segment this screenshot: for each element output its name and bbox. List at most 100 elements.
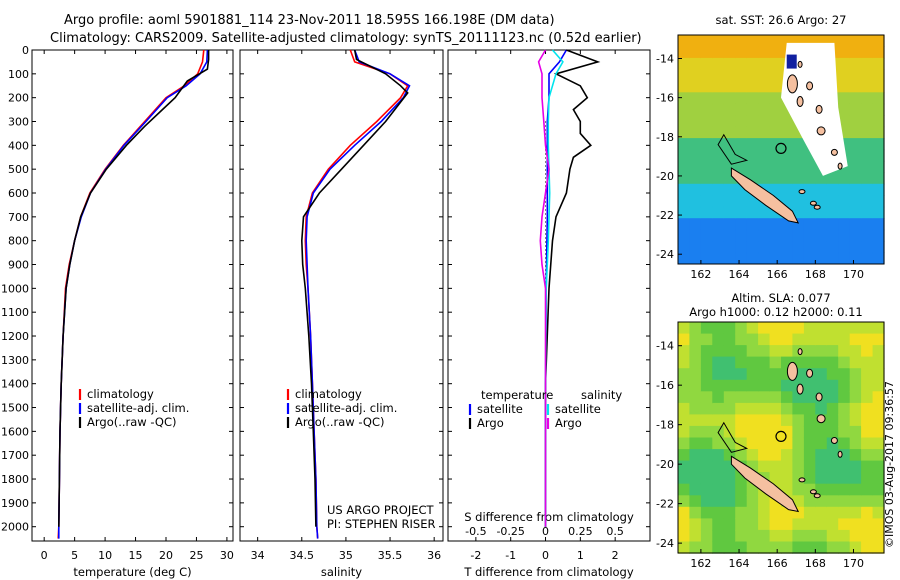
map-cell <box>861 115 874 128</box>
map-x-tick-label: 164 <box>729 557 750 570</box>
map-cell <box>826 195 839 208</box>
land-island <box>797 60 803 68</box>
map-cell <box>872 229 885 242</box>
map-cell <box>735 92 748 105</box>
map-cell <box>781 160 793 173</box>
map-cell <box>689 172 702 185</box>
map-cell <box>826 529 839 543</box>
map-cell <box>781 402 793 416</box>
map-cell <box>689 368 702 381</box>
y-tick-label: 1900 <box>1 497 29 510</box>
map-cell <box>838 402 851 416</box>
map-cell <box>769 402 782 416</box>
map-cell <box>700 345 713 358</box>
map-cell <box>849 35 862 47</box>
map-cell <box>815 529 828 543</box>
map-cell <box>872 391 885 404</box>
map-cell <box>838 92 851 105</box>
x-tick-label: 0 <box>41 549 48 562</box>
map-cell <box>735 241 748 254</box>
map-cell <box>849 460 862 473</box>
y-tick-label: 1700 <box>1 449 29 462</box>
map-cell <box>872 356 885 369</box>
series-satellite-adj-clim- <box>305 49 411 539</box>
map-cell <box>689 425 702 439</box>
map-cell <box>723 92 736 105</box>
map-cell <box>815 241 828 254</box>
land-island <box>798 477 806 483</box>
map-cell <box>758 495 771 508</box>
map-cell <box>849 80 862 93</box>
map-cell <box>700 506 713 519</box>
map-cell <box>689 160 702 173</box>
map-cell <box>872 241 885 254</box>
map-cell <box>700 92 713 105</box>
map-cell <box>712 437 725 450</box>
legend-label: satellite-adj. clim. <box>87 401 189 415</box>
map-cell <box>723 126 736 139</box>
map-cell <box>838 333 851 346</box>
map-cell <box>712 183 725 196</box>
map-cell <box>758 506 771 519</box>
map-cell <box>861 172 874 185</box>
map-cell <box>712 368 725 381</box>
map-cell <box>861 69 874 82</box>
map-cell <box>769 92 782 105</box>
map-cell <box>689 322 702 335</box>
map-cell <box>849 483 862 496</box>
map-cell <box>712 379 725 392</box>
map-cell <box>838 414 851 427</box>
map-cell <box>746 345 759 358</box>
map-cell <box>758 449 771 462</box>
y-tick-label: 900 <box>8 259 29 272</box>
map-cell <box>838 356 851 369</box>
map-cell <box>758 460 771 473</box>
map-cell <box>781 333 793 346</box>
map-cell <box>723 356 736 369</box>
panel-differences: -2 -1 0 1 2 T difference from climatology -0.5… <box>447 49 651 579</box>
map-frame <box>677 321 885 554</box>
map-cell <box>838 69 851 82</box>
map-cell <box>689 241 702 254</box>
map-cell <box>769 437 782 450</box>
map-cell <box>678 529 690 543</box>
map-cell <box>678 506 690 519</box>
map-cell <box>815 449 828 462</box>
map-cell <box>758 35 771 47</box>
map-cell <box>861 379 874 392</box>
map-cell <box>712 414 725 427</box>
map-cell <box>746 252 759 265</box>
map-cell <box>723 414 736 427</box>
map-cell <box>872 437 885 450</box>
map-x-tick-label: 168 <box>805 557 826 570</box>
map-x-tick-label: 166 <box>767 268 788 281</box>
map-cell <box>792 518 805 531</box>
map-cell <box>712 241 725 254</box>
map-cell <box>872 80 885 93</box>
map-cell <box>769 252 782 265</box>
map-cell <box>872 518 885 531</box>
map-cell <box>769 218 782 231</box>
map-cell <box>872 506 885 519</box>
map-cell <box>678 518 690 531</box>
map-cell <box>826 391 839 404</box>
map-cell <box>781 149 793 162</box>
land-new-caledonia <box>730 455 800 513</box>
map-y-tick-label: -20 <box>656 458 674 471</box>
map-cell <box>723 368 736 381</box>
map-cell <box>838 218 851 231</box>
map-cell <box>700 414 713 427</box>
map-cell <box>838 35 851 47</box>
map-cell <box>689 518 702 531</box>
map-cell <box>872 425 885 439</box>
map-cell <box>861 46 874 59</box>
map-cell <box>803 183 816 196</box>
map-cell <box>826 333 839 346</box>
map-cell <box>723 425 736 439</box>
map-cell <box>781 518 793 531</box>
map-cell <box>815 368 828 381</box>
map-cell <box>861 483 874 496</box>
map-cell <box>735 103 748 116</box>
map-title: Altim. SLA: 0.077 <box>731 291 830 305</box>
map-cell <box>838 322 851 335</box>
